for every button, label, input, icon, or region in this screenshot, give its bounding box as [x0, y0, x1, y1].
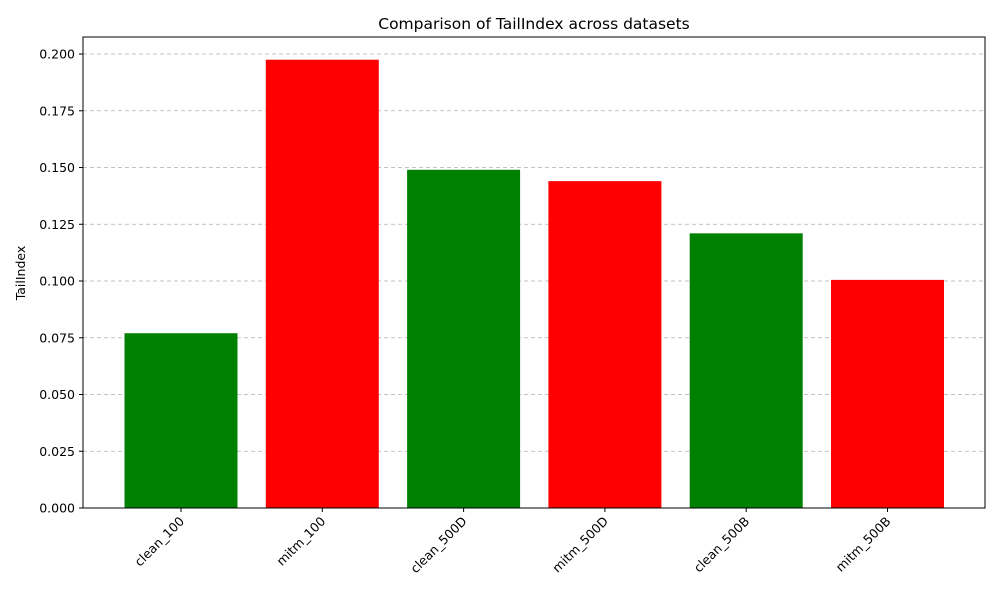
bar-clean_500B [689, 233, 803, 508]
bar-clean_100 [124, 333, 238, 508]
y-tick-label: 0.150 [39, 160, 75, 175]
y-axis-label: TailIndex [13, 246, 28, 302]
x-tick-label: clean_500B [691, 514, 753, 576]
x-tick-label: mitm_500D [549, 514, 611, 576]
bar-mitm_100 [265, 59, 379, 509]
bar-mitm_500D [548, 181, 662, 509]
x-tick-label: clean_100 [131, 513, 187, 569]
y-tick-label: 0.075 [39, 330, 75, 345]
y-tick-label: 0.050 [39, 387, 75, 402]
bar-clean_500D [407, 169, 521, 508]
y-tick-label: 0.000 [39, 501, 75, 516]
bar-mitm_500B [831, 279, 944, 508]
x-axis-ticks: clean_100 mitm_100 clean_500D mitm_500D clea… [131, 508, 894, 576]
plot-frame [82, 36, 986, 509]
y-tick-label: 0.125 [39, 217, 75, 232]
y-tick-label: 0.200 [39, 47, 75, 62]
y-tick-label: 0.175 [39, 103, 75, 118]
x-tick-label: mitm_100 [273, 513, 328, 568]
y-tick-label: 0.100 [39, 274, 75, 289]
x-tick-label: mitm_500B [833, 514, 894, 575]
x-tick-label: clean_500D [407, 514, 469, 576]
chart-title: Comparison of TailIndex across datasets [378, 15, 690, 33]
y-tick-label: 0.025 [39, 444, 75, 459]
y-axis-ticks: 0.000 0.025 0.050 0.075 0.100 0.125 0.150 0.175… [39, 47, 83, 516]
bars [124, 59, 944, 509]
